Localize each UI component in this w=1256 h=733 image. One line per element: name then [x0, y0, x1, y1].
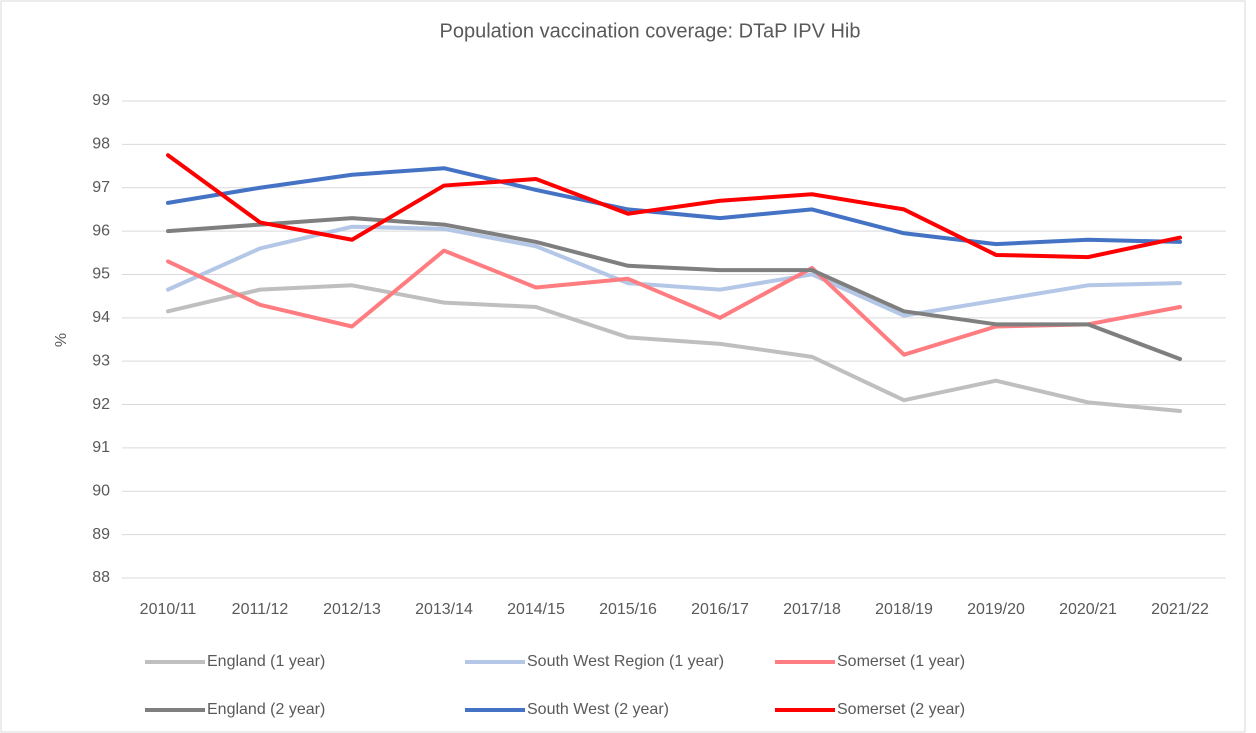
series-line — [166, 283, 1182, 414]
y-tick-label: 93 — [92, 352, 110, 369]
y-tick-label: 88 — [92, 569, 110, 586]
series-line — [166, 166, 1182, 247]
legend-label: South West (2 year) — [527, 701, 669, 718]
legend-label: Somerset (1 year) — [837, 653, 965, 670]
y-tick-label: 90 — [92, 482, 110, 499]
y-tick-label: 91 — [92, 439, 110, 456]
x-tick-label: 2013/14 — [415, 601, 473, 618]
x-tick-label: 2020/21 — [1059, 601, 1117, 618]
legend-label: Somerset (2 year) — [837, 701, 965, 718]
x-tick-label: 2011/12 — [232, 601, 289, 618]
legend-label: England (1 year) — [207, 653, 325, 670]
y-tick-label: 94 — [92, 309, 110, 326]
x-tick-label: 2017/18 — [783, 601, 841, 618]
x-tick-label: 2019/20 — [967, 601, 1025, 618]
y-tick-label: 89 — [92, 526, 110, 543]
x-tick-label: 2014/15 — [507, 601, 565, 618]
chart-title: Population vaccination coverage: DTaP IP… — [440, 20, 861, 42]
y-tick-label: 98 — [92, 136, 110, 153]
series-line — [166, 216, 1182, 362]
x-tick-label: 2016/17 — [691, 601, 749, 618]
y-tick-label: 95 — [92, 266, 110, 283]
x-tick-label: 2018/19 — [875, 601, 933, 618]
x-tick-label: 2010/11 — [140, 601, 197, 618]
series-line — [166, 153, 1182, 260]
y-tick-label: 92 — [92, 396, 110, 413]
legend-label: South West Region (1 year) — [527, 653, 724, 670]
x-tick-label: 2021/22 — [1151, 601, 1209, 618]
y-tick-label: 97 — [92, 179, 110, 196]
y-tick-label: 96 — [92, 222, 110, 239]
y-axis-title: % — [53, 333, 70, 347]
series-line — [166, 224, 1182, 318]
legend-label: England (2 year) — [207, 701, 325, 718]
y-tick-label: 99 — [92, 92, 110, 109]
x-tick-label: 2012/13 — [323, 601, 381, 618]
x-tick-label: 2015/16 — [599, 601, 657, 618]
